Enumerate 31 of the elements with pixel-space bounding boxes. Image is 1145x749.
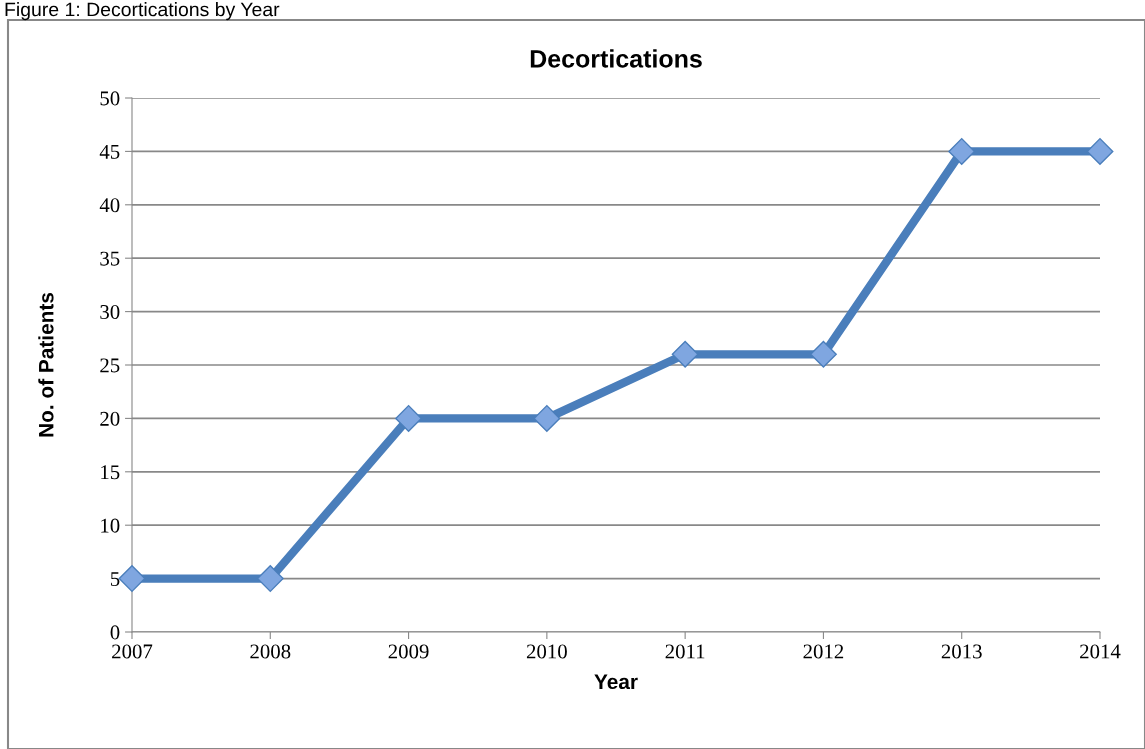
y-tick-label: 15	[101, 465, 120, 480]
point	[809, 340, 837, 368]
y-axis-title: No. of Patients	[38, 292, 54, 437]
point	[948, 137, 976, 165]
x-tick-label: 2013	[941, 644, 982, 659]
x-axis-title: Year	[594, 674, 638, 690]
y-tick-label: 30	[100, 304, 120, 320]
y-tick-label: 5	[110, 572, 120, 587]
x-tick-label: 2011	[665, 644, 705, 659]
caption: Figure 1: Decortications by Year	[5, 2, 280, 21]
point	[118, 565, 146, 593]
y-tick-label: 10	[101, 518, 120, 533]
point	[1086, 137, 1114, 165]
point	[395, 404, 423, 432]
chart-title: Decortications	[530, 49, 702, 68]
x-tick-label: 2007	[112, 644, 153, 659]
y-tick-label: 20	[100, 411, 120, 426]
x-tick-label: 2010	[526, 644, 567, 659]
y-tick-label: 50	[100, 91, 120, 106]
x-tick-label: 2009	[388, 644, 429, 659]
y-tick-label: 45	[99, 144, 120, 159]
x-tick-label: 2014	[1080, 644, 1121, 659]
point	[533, 404, 561, 432]
point	[256, 565, 284, 593]
y-tick-label: 35	[100, 251, 120, 266]
y-tick-label: 0	[110, 625, 120, 640]
point	[671, 340, 699, 368]
y-tick-label: 40	[99, 198, 120, 213]
y-tick-label: 25	[100, 358, 120, 373]
x-tick-label: 2012	[803, 644, 844, 659]
x-tick-label: 2008	[250, 644, 291, 659]
